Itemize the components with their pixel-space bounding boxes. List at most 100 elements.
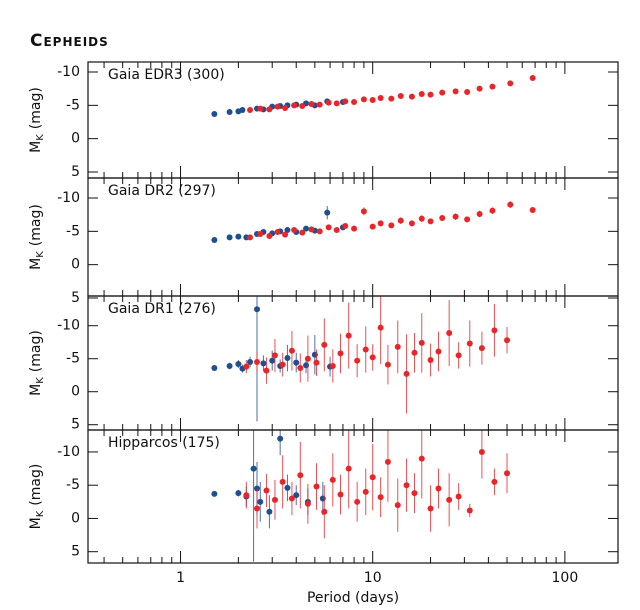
data-point <box>452 213 459 220</box>
y-tick-label: 5 <box>71 544 80 560</box>
panel-label: Gaia DR2 (297) <box>108 183 216 199</box>
data-point <box>263 487 270 494</box>
data-point <box>284 355 291 362</box>
data-point <box>291 227 298 233</box>
x-tick-label: 1 <box>176 570 185 586</box>
data-point <box>279 361 286 368</box>
data-point <box>257 231 264 237</box>
data-point <box>274 229 281 235</box>
y-tick-label: -5 <box>66 223 80 239</box>
data-point <box>254 505 261 512</box>
y-axis-label-subscript: K <box>35 251 46 258</box>
data-point <box>345 332 352 339</box>
y-axis-label-unit: (mag) <box>28 464 44 506</box>
data-point <box>239 107 246 113</box>
data-point <box>325 99 332 106</box>
y-axis-label-subscript: K <box>35 134 46 141</box>
data-point <box>321 341 328 348</box>
data-point <box>299 103 306 109</box>
data-point <box>491 327 498 334</box>
data-point <box>337 350 344 357</box>
data-point <box>274 103 281 110</box>
data-point <box>308 226 315 233</box>
data-point <box>342 223 349 229</box>
data-point <box>476 85 483 92</box>
data-point <box>491 478 498 485</box>
data-point <box>529 207 536 213</box>
data-point <box>257 498 264 505</box>
x-tick-label: 10 <box>364 570 382 586</box>
data-point <box>316 101 323 108</box>
y-tick-label: 5 <box>71 290 80 306</box>
data-point <box>325 224 332 231</box>
data-point <box>345 465 352 472</box>
data-point <box>369 223 376 230</box>
data-point <box>319 495 326 502</box>
data-point <box>435 348 442 355</box>
data-point <box>411 349 418 356</box>
data-point <box>403 370 410 377</box>
data-point <box>304 355 311 362</box>
data-point <box>476 211 483 217</box>
data-point <box>211 111 218 117</box>
y-tick-label: 0 <box>71 131 80 147</box>
y-axis-label: MK (mag) <box>28 464 46 530</box>
data-point <box>303 225 310 232</box>
data-point <box>377 95 384 101</box>
y-axis-label-symbol: M <box>28 141 44 153</box>
data-point <box>388 95 395 102</box>
data-point <box>288 495 295 502</box>
data-point <box>247 359 254 366</box>
data-point <box>369 474 376 481</box>
data-point <box>478 345 485 352</box>
data-point <box>411 490 418 497</box>
data-point <box>455 493 462 500</box>
data-point <box>418 339 425 346</box>
y-axis-label-symbol: M <box>28 384 44 396</box>
data-point <box>304 500 311 507</box>
y-axis-label: MK (mag) <box>28 330 46 396</box>
data-point <box>211 364 218 371</box>
data-point <box>235 490 242 497</box>
y-tick-label: -10 <box>57 64 80 80</box>
data-point <box>235 360 242 367</box>
data-point <box>427 357 434 364</box>
data-point <box>435 485 442 492</box>
data-point <box>257 105 264 112</box>
data-point <box>266 106 273 113</box>
panel-label: Gaia DR1 (276) <box>108 301 216 317</box>
y-tick-label: 0 <box>71 384 80 400</box>
data-point <box>351 99 358 105</box>
y-tick-label: -10 <box>57 190 80 206</box>
data-point <box>397 93 404 99</box>
data-point <box>427 505 434 512</box>
data-point <box>284 484 291 491</box>
data-point <box>247 107 254 113</box>
y-axis-label: MK (mag) <box>28 204 46 270</box>
data-point <box>308 101 315 107</box>
data-point <box>388 222 395 229</box>
data-point <box>260 360 267 367</box>
data-point <box>377 220 384 227</box>
data-point <box>369 97 376 103</box>
data-point <box>418 215 425 222</box>
y-tick-label: 0 <box>71 257 80 273</box>
data-point <box>360 208 367 215</box>
data-point <box>211 237 218 243</box>
data-point <box>254 306 261 313</box>
data-point <box>342 98 349 105</box>
y-tick-label: 5 <box>71 164 80 180</box>
data-point <box>271 352 278 359</box>
data-point <box>250 465 257 472</box>
panel-label: Gaia EDR3 (300) <box>108 67 225 83</box>
data-point <box>235 233 242 240</box>
data-point <box>284 227 291 233</box>
plot-area <box>211 296 511 422</box>
data-point <box>293 359 300 366</box>
data-point <box>377 494 384 501</box>
data-point <box>439 215 446 221</box>
data-point <box>277 435 284 442</box>
data-point <box>507 80 514 87</box>
data-point <box>279 478 286 485</box>
